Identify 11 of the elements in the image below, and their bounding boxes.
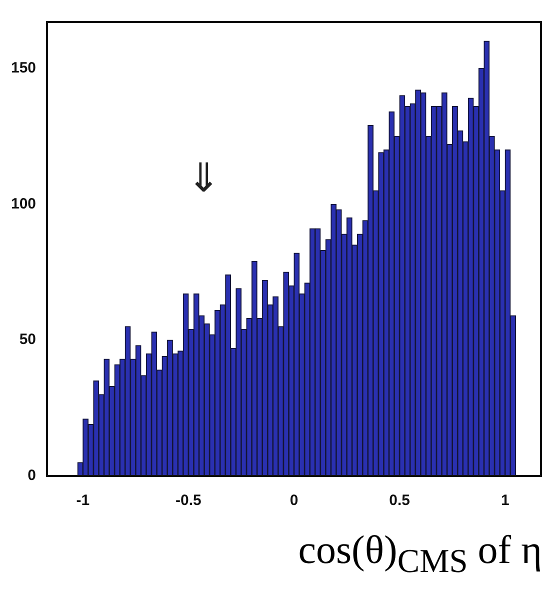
x-tick-label: -1 — [76, 492, 90, 510]
x-tick-label: -0.5 — [176, 492, 202, 510]
y-tick-label: 100 — [10, 195, 36, 212]
y-tick-label: 150 — [10, 59, 36, 76]
x-tick-label: 0 — [290, 492, 298, 510]
y-tick-label: 0 — [28, 467, 36, 484]
y-tick-label: 50 — [19, 331, 36, 348]
x-axis-title: cos(θ)$_{CMS}$ of η — [297, 526, 543, 581]
x-tick-label: 0.5 — [389, 492, 410, 510]
annotation: ⇓ — [186, 155, 220, 202]
x-tick-label: 1 — [500, 492, 510, 510]
